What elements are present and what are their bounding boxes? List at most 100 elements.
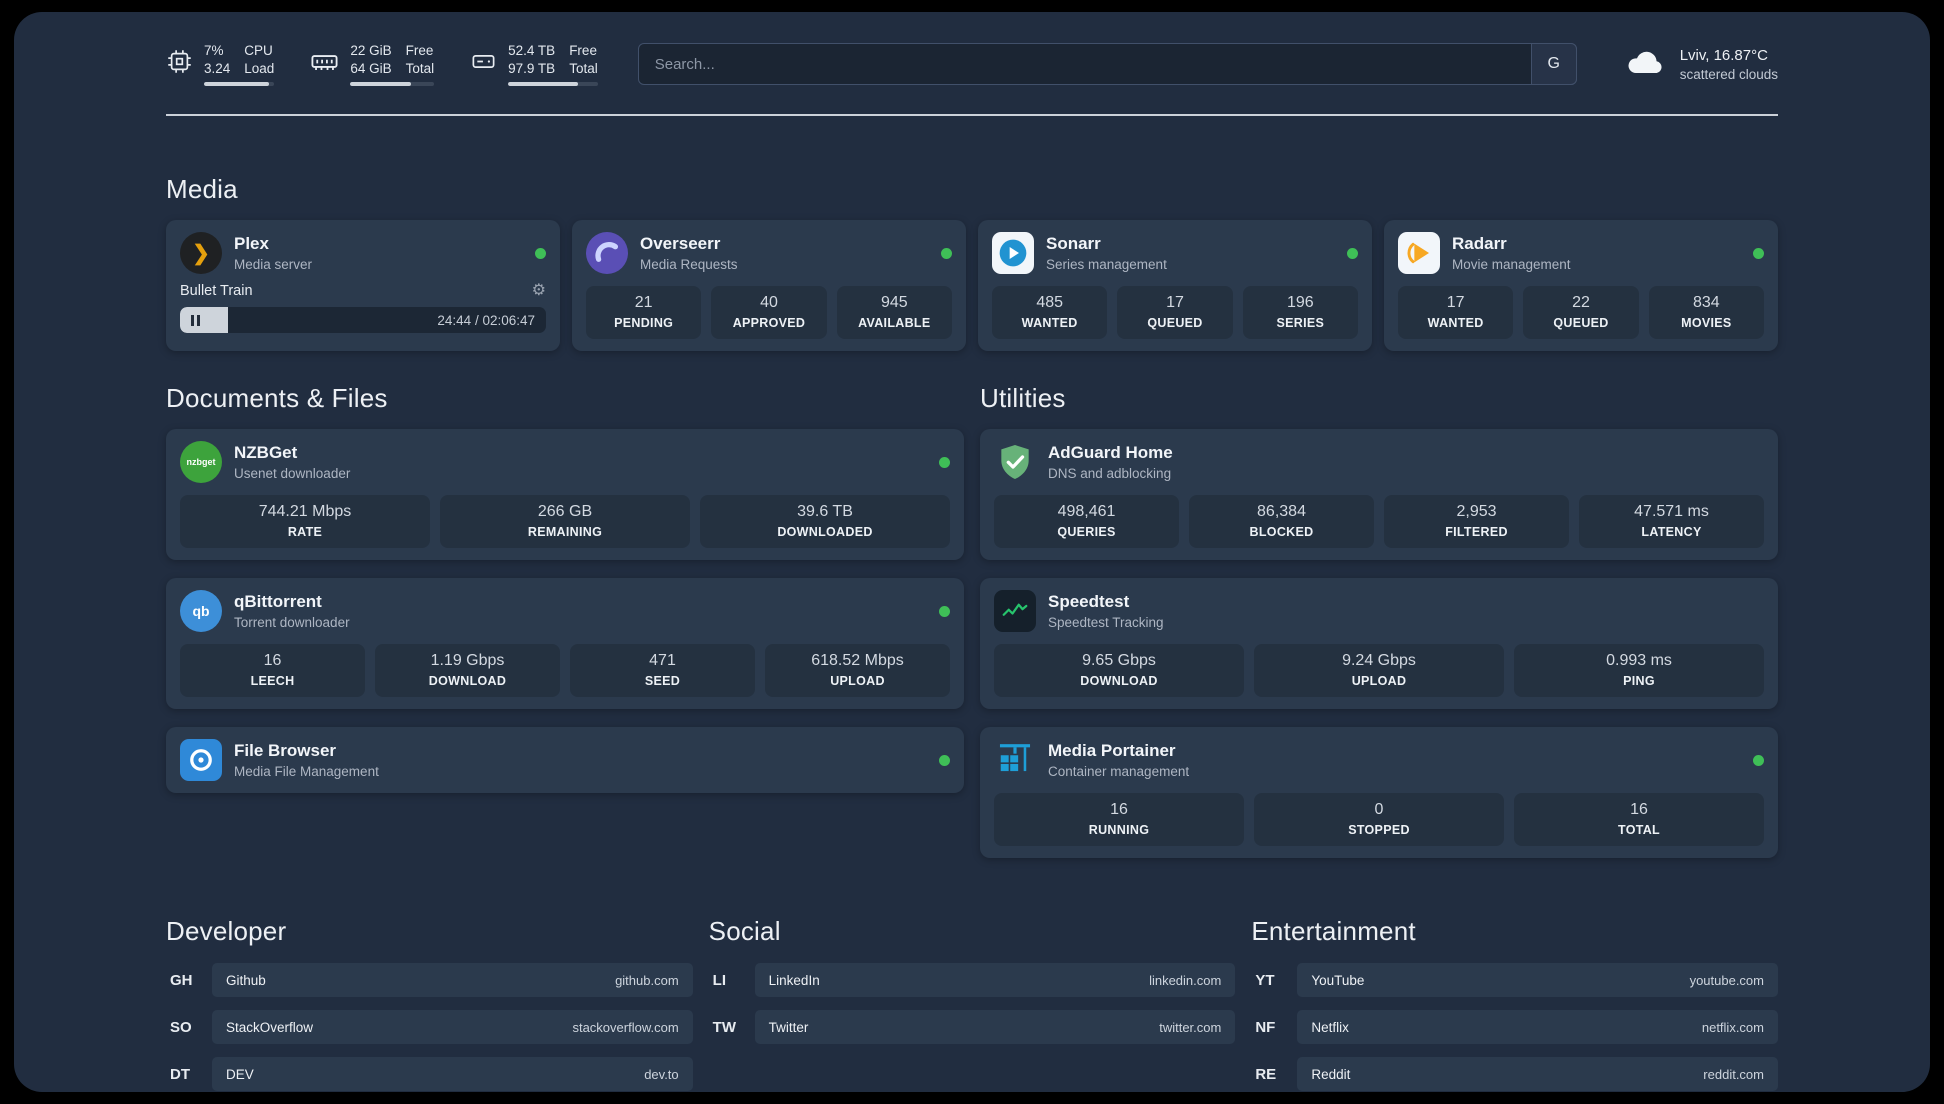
utilities-column: Utilities AdGuard Home DNS and adblockin… xyxy=(980,383,1778,876)
playback-time: 24:44 / 02:06:47 xyxy=(437,312,535,328)
ram-free-value: 22 GiB xyxy=(350,43,392,59)
adguard-card[interactable]: AdGuard Home DNS and adblocking 498,461 … xyxy=(980,429,1778,560)
section-title-social: Social xyxy=(708,916,781,946)
overseerr-icon xyxy=(586,232,628,274)
ram-icon xyxy=(310,47,339,81)
stat-total: 16 TOTAL xyxy=(1514,793,1764,846)
plex-card[interactable]: ❯ Plex Media server Bullet Train ⚙ 24:44… xyxy=(166,220,560,351)
nzbget-icon: nzbget xyxy=(180,441,222,483)
gear-icon[interactable]: ⚙ xyxy=(531,282,546,299)
app-name: AdGuard Home xyxy=(1048,443,1173,462)
now-playing-title: Bullet Train xyxy=(180,283,253,299)
bookmark-name: DEV xyxy=(226,1066,254,1082)
section-title-entertainment: Entertainment xyxy=(1251,916,1416,946)
speedtest-card[interactable]: Speedtest Speedtest Tracking 9.65 Gbps D… xyxy=(980,578,1778,709)
bookmark-abbr: NF xyxy=(1255,1018,1276,1036)
cloud-icon xyxy=(1623,40,1667,89)
disk-label-2: Total xyxy=(569,61,598,76)
search-input[interactable] xyxy=(637,43,1577,85)
filebrowser-card[interactable]: File Browser Media File Management xyxy=(166,727,964,793)
system-metrics: 7% 3.24 CPU Load xyxy=(166,42,598,86)
plex-icon: ❯ xyxy=(180,232,222,274)
portainer-card[interactable]: Media Portainer Container management 16 … xyxy=(980,727,1778,858)
social-section: Social LI LinkedIn linkedin.com TW Twitt… xyxy=(709,916,1236,1092)
metric-disk: 52.4 TB 97.9 TB Free Total xyxy=(470,42,598,86)
bookmark-url: stackoverflow.com xyxy=(572,1019,679,1035)
disk-icon xyxy=(470,48,497,80)
stat-latency: 47.571 ms LATENCY xyxy=(1579,495,1764,548)
bookmark-url: linkedin.com xyxy=(1149,972,1222,988)
stat-leech: 16 LEECH xyxy=(180,644,365,697)
bookmark-twitter[interactable]: TW Twitter twitter.com xyxy=(709,1010,1236,1044)
cpu-load-value: 3.24 xyxy=(204,61,231,76)
app-subtitle: Torrent downloader xyxy=(234,615,350,630)
bookmark-abbr: GH xyxy=(170,971,193,989)
bookmark-name: Reddit xyxy=(1311,1066,1351,1082)
bookmark-url: reddit.com xyxy=(1703,1066,1764,1082)
bookmark-abbr: LI xyxy=(712,971,726,989)
stat-movies: 834 MOVIES xyxy=(1648,286,1764,339)
section-title-media: Media xyxy=(166,174,238,204)
app-subtitle: Media Requests xyxy=(640,257,738,272)
ram-label-2: Total xyxy=(405,61,435,76)
stat-series: 196 SERIES xyxy=(1242,286,1358,339)
entertainment-section: Entertainment YT YouTube youtube.com NF … xyxy=(1251,916,1778,1092)
stat-queued: 17 QUEUED xyxy=(1117,286,1233,339)
pause-icon[interactable] xyxy=(191,314,200,326)
bookmark-dev[interactable]: DT DEV dev.to xyxy=(166,1057,693,1091)
status-dot xyxy=(1753,247,1764,259)
app-name: qBittorrent xyxy=(234,592,322,611)
speedtest-graph-icon xyxy=(994,590,1036,632)
app-subtitle: Speedtest Tracking xyxy=(1048,615,1164,630)
bookmark-netflix[interactable]: NF Netflix netflix.com xyxy=(1251,1010,1778,1044)
bookmark-url: dev.to xyxy=(644,1066,679,1082)
radarr-card[interactable]: Radarr Movie management 17 WANTED 22 QUE… xyxy=(1384,220,1778,351)
filebrowser-icon xyxy=(180,739,222,781)
bookmark-name: Twitter xyxy=(768,1019,809,1035)
cpu-icon xyxy=(166,48,193,80)
status-dot xyxy=(535,247,546,259)
app-subtitle: Movie management xyxy=(1452,257,1571,272)
stat-running: 16 RUNNING xyxy=(994,793,1244,846)
app-subtitle: Media server xyxy=(234,257,313,272)
app-subtitle: Usenet downloader xyxy=(234,466,351,481)
bookmark-name: StackOverflow xyxy=(226,1019,314,1035)
status-dot xyxy=(939,754,950,766)
bookmark-linkedin[interactable]: LI LinkedIn linkedin.com xyxy=(709,963,1236,997)
stat-stopped: 0 STOPPED xyxy=(1254,793,1504,846)
stat-seed: 471 SEED xyxy=(570,644,755,697)
bookmark-github[interactable]: GH Github github.com xyxy=(166,963,693,997)
app-name: NZBGet xyxy=(234,443,298,462)
bookmark-name: LinkedIn xyxy=(768,972,820,988)
bookmark-stackoverflow[interactable]: SO StackOverflow stackoverflow.com xyxy=(166,1010,693,1044)
stat-remaining: 266 GB REMAINING xyxy=(440,495,690,548)
app-name: Overseerr xyxy=(640,234,721,253)
bookmark-name: Github xyxy=(226,972,266,988)
stat-download: 9.65 Gbps DOWNLOAD xyxy=(994,644,1244,697)
app-name: Media Portainer xyxy=(1048,741,1176,760)
bookmark-url: twitter.com xyxy=(1159,1019,1222,1035)
sonarr-card[interactable]: Sonarr Series management 485 WANTED 17 Q… xyxy=(978,220,1372,351)
stat-available: 945 AVAILABLE xyxy=(836,286,952,339)
disk-total-value: 97.9 TB xyxy=(508,61,556,76)
section-title-developer: Developer xyxy=(166,916,287,946)
stat-wanted: 485 WANTED xyxy=(992,286,1108,339)
qbittorrent-card[interactable]: qb qBittorrent Torrent downloader 16 LEE… xyxy=(166,578,964,709)
stat-queries: 498,461 QUERIES xyxy=(994,495,1179,548)
bookmark-abbr: RE xyxy=(1255,1065,1277,1083)
bookmark-youtube[interactable]: YT YouTube youtube.com xyxy=(1251,963,1778,997)
bookmark-url: github.com xyxy=(615,972,679,988)
app-name: Plex xyxy=(234,234,269,253)
app-subtitle: Media File Management xyxy=(234,764,379,779)
bookmark-reddit[interactable]: RE Reddit reddit.com xyxy=(1251,1057,1778,1091)
metric-ram: 22 GiB 64 GiB Free Total xyxy=(310,42,435,86)
status-dot xyxy=(1753,754,1764,766)
nzbget-card[interactable]: nzbget NZBGet Usenet downloader 744.21 M… xyxy=(166,429,964,560)
bookmark-abbr: TW xyxy=(712,1018,736,1036)
playback-progress-bar[interactable]: 24:44 / 02:06:47 xyxy=(180,307,546,333)
search-engine-button[interactable]: G xyxy=(1530,43,1577,85)
overseerr-card[interactable]: Overseerr Media Requests 21 PENDING 40 A… xyxy=(572,220,966,351)
status-dot xyxy=(939,456,950,468)
app-name: Radarr xyxy=(1452,234,1507,253)
app-subtitle: Container management xyxy=(1048,764,1190,779)
